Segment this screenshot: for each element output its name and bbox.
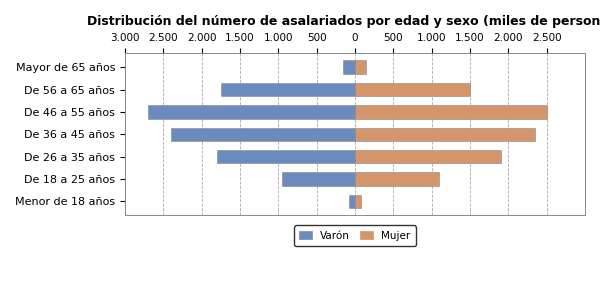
Bar — [355, 150, 500, 163]
Bar — [282, 172, 355, 186]
Bar — [355, 128, 535, 141]
Bar — [171, 128, 355, 141]
Title: Distribución del número de asalariados por edad y sexo (miles de personas): Distribución del número de asalariados p… — [88, 15, 600, 28]
Bar — [217, 150, 355, 163]
Bar — [355, 105, 547, 119]
Bar — [355, 172, 439, 186]
Bar — [355, 195, 361, 208]
Bar — [355, 83, 470, 96]
Bar — [343, 60, 355, 74]
Bar — [221, 83, 355, 96]
Bar — [355, 60, 367, 74]
Legend: Varón, Mujer: Varón, Mujer — [294, 226, 416, 246]
Bar — [349, 195, 355, 208]
Bar — [148, 105, 355, 119]
